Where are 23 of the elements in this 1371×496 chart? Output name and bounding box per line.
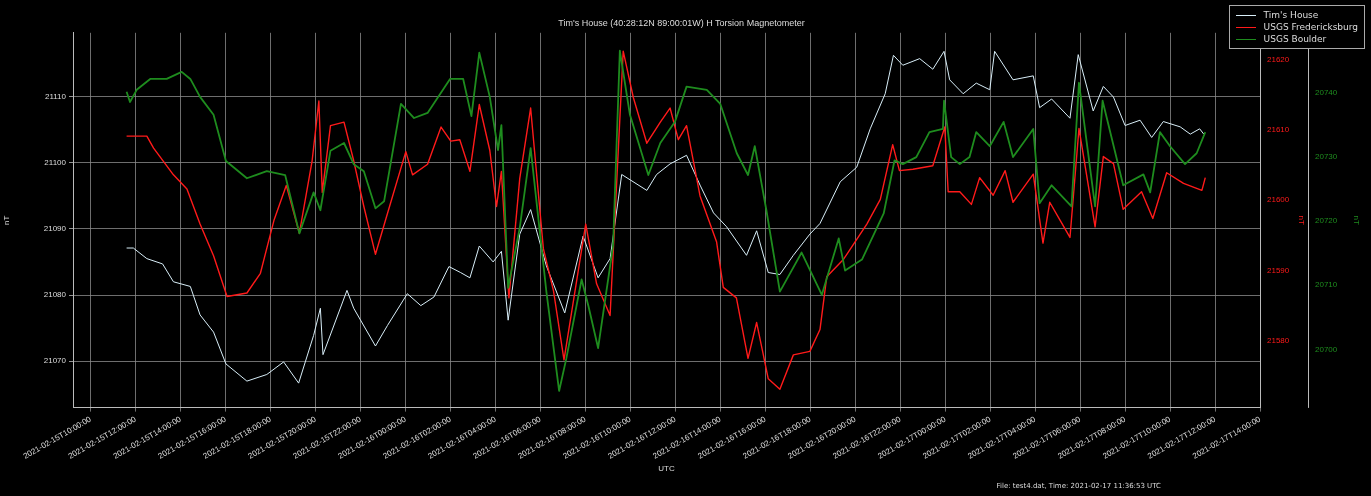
y3-tick-label: 20720 [1315, 216, 1338, 226]
y2-tick-label: 21620 [1267, 54, 1290, 64]
y-axis-title: nT [2, 215, 11, 225]
y2-tick-label: 21600 [1267, 195, 1290, 205]
y2-tick-label: 21610 [1267, 125, 1290, 135]
legend-label: Tim's House [1263, 10, 1319, 20]
y-tick-label: 21100 [44, 157, 67, 167]
y3-tick-label: 20700 [1315, 344, 1338, 354]
y2-tick-label: 21580 [1267, 336, 1290, 346]
x-axis-title: UTC [658, 464, 675, 474]
y-tick-label: 21090 [43, 224, 67, 234]
legend-label: USGS Fredericksburg [1263, 22, 1358, 32]
y-tick-label: 21110 [44, 91, 67, 101]
y2-axis-title: nT [1297, 215, 1306, 225]
y2-tick-label: 21590 [1267, 265, 1290, 275]
y-tick-label: 21070 [43, 356, 67, 366]
y3-tick-label: 20740 [1315, 88, 1338, 98]
y3-tick-label: 20710 [1315, 280, 1338, 290]
y-tick-label: 21080 [43, 290, 67, 300]
y3-axis-title: nT [1352, 215, 1361, 225]
legend-label: USGS Boulder [1263, 34, 1327, 44]
y3-tick-label: 20730 [1315, 152, 1338, 162]
chart-title: Tim's House (40:28:12N 89:00:01W) H Torsion Magnetometer [558, 17, 805, 28]
